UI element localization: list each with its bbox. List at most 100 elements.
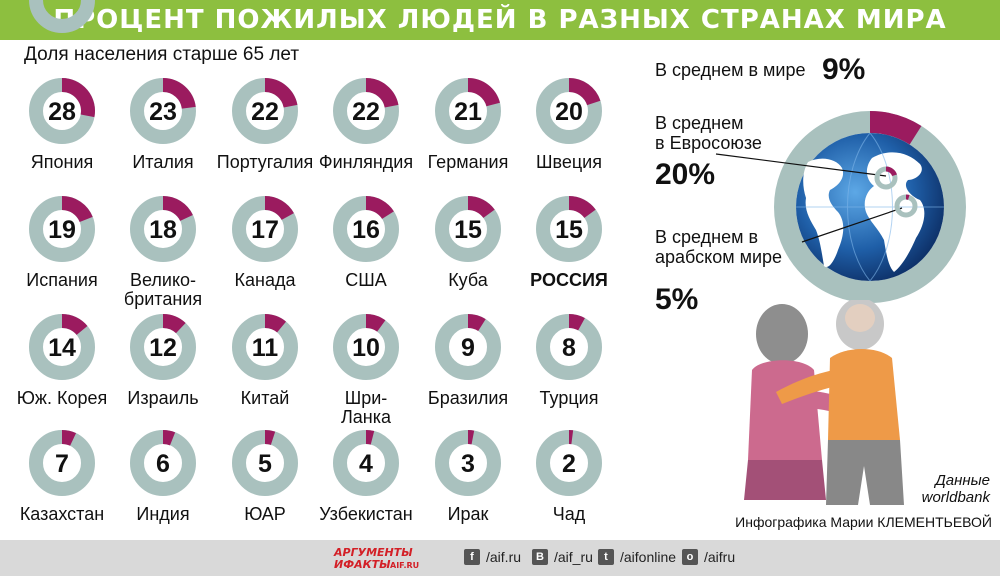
woman-body <box>748 360 822 460</box>
country-donut: 15 Куба <box>435 196 501 290</box>
donut-value-label: 19 <box>48 216 76 244</box>
donut-ring <box>29 0 95 33</box>
country-name-label: Турция <box>540 388 599 408</box>
country-name-label: РОССИЯ <box>530 270 608 290</box>
country-name-label: Ланка <box>341 407 392 427</box>
country-name-label: Япония <box>31 152 94 172</box>
donut-value-label: 16 <box>352 216 380 244</box>
country-donut: 2 Чад <box>536 430 602 524</box>
donut-value-label: 18 <box>149 216 177 244</box>
eu-pointer-line <box>715 153 887 177</box>
country-donut: 19 Испания <box>26 196 98 290</box>
country-donut: 17 Канада <box>232 196 298 290</box>
donut-value-label: 10 <box>352 334 380 362</box>
country-name-label: Китай <box>241 388 290 408</box>
country-name-label: Италия <box>132 152 193 172</box>
logo-line-1: АРГУМЕНТЫ <box>333 546 413 559</box>
country-name-label: Швеция <box>536 152 602 172</box>
world-average-arc <box>870 110 922 145</box>
country-donut: 1ОАЭ <box>29 0 95 33</box>
man-trousers <box>826 440 904 505</box>
man-body <box>828 349 900 440</box>
donut-value-label: 12 <box>149 334 177 362</box>
social-twitter[interactable]: t /aifonline <box>598 549 676 565</box>
donut-value-arc <box>568 196 596 219</box>
country-name-label: ЮАР <box>244 504 286 524</box>
donut-value-label: 15 <box>555 216 583 244</box>
country-donut: 20 Швеция <box>536 78 602 172</box>
woman-hair <box>756 304 808 364</box>
source-line-1: Данные <box>935 472 990 489</box>
donut-value-label: 1 <box>55 0 69 6</box>
donut-value-label: 4 <box>359 450 373 478</box>
vk-icon: В <box>532 549 548 565</box>
author-credit: Инфографика Марии КЛЕМЕНТЬЕВОЙ <box>735 514 992 530</box>
donut-value-label: 15 <box>454 216 482 244</box>
country-name-label: Канада <box>235 270 297 290</box>
eu-average-value: 20% <box>655 158 716 191</box>
country-donut: 23 Италия <box>130 78 196 172</box>
country-donut: 5 ЮАР <box>232 430 298 524</box>
logo-domain: AIF.RU <box>390 561 419 570</box>
country-donut: 21 Германия <box>428 78 509 172</box>
country-donut: 22 Финляндия <box>319 78 413 172</box>
country-name-label: ОАЭ <box>43 0 81 4</box>
donut-value-arc <box>264 78 298 108</box>
donut-value-arc <box>264 430 276 446</box>
globe-graphic <box>715 110 966 303</box>
donut-value-arc <box>467 78 500 107</box>
donut-value-arc <box>61 314 88 336</box>
donut-value-arc <box>365 78 399 108</box>
country-name-label: Бразилия <box>428 388 508 408</box>
social-odnoklassniki[interactable]: о /aifru <box>682 549 735 565</box>
donut-value-arc <box>365 196 394 220</box>
country-name-label: британия <box>124 289 202 309</box>
elderly-couple-illustration <box>744 300 904 505</box>
country-name-label: Куба <box>448 270 489 290</box>
donut-value-arc <box>61 196 93 223</box>
country-donut-grid: 28Япония23Италия22Португалия22Финляндия2… <box>0 0 608 524</box>
country-donut: 15 РОССИЯ <box>530 196 608 290</box>
donut-value-arc <box>365 314 386 332</box>
donut-value-arc <box>568 314 585 331</box>
donut-value-label: 8 <box>562 334 576 362</box>
donut-value-arc <box>467 196 495 219</box>
country-name-label: Чад <box>553 504 586 524</box>
donut-value-label: 28 <box>48 98 76 126</box>
country-name-label: Индия <box>136 504 189 524</box>
country-name-label: Ирак <box>448 504 489 524</box>
source-line-2: worldbank <box>921 489 990 506</box>
man-bald-spot <box>845 304 875 332</box>
country-donut: 8 Турция <box>536 314 602 408</box>
donut-value-label: 3 <box>461 450 475 478</box>
donut-value-label: 17 <box>251 216 279 244</box>
donut-value-label: 22 <box>352 98 380 126</box>
aif-logo[interactable]: АРГУМЕНТЫ ИФАКТЫ AIF.RU <box>332 545 428 571</box>
donut-value-arc <box>162 314 186 334</box>
donut-value-label: 20 <box>555 98 583 126</box>
donut-value-label: 22 <box>251 98 279 126</box>
donut-value-arc <box>162 78 196 110</box>
donut-value-arc <box>162 430 176 446</box>
social-facebook[interactable]: f /aif.ru <box>464 549 521 565</box>
social-vk[interactable]: В /aif_ru <box>532 549 593 565</box>
donut-value-arc <box>61 78 95 118</box>
arab-average-value: 5% <box>655 283 699 316</box>
country-name-label: Велико- <box>130 270 196 290</box>
man-arm <box>776 370 836 404</box>
country-name-label: Португалия <box>217 152 314 172</box>
donut-value-label: 7 <box>55 450 69 478</box>
arab-average-label: В среднем в арабском мире <box>655 227 783 267</box>
country-name-label: Шри- <box>345 388 388 408</box>
country-name-label: Финляндия <box>319 152 413 172</box>
source-credit: Данные worldbank <box>922 472 990 506</box>
donut-value-label: 9 <box>461 334 475 362</box>
odnoklassniki-icon: о <box>682 549 698 565</box>
country-name-label: Германия <box>428 152 509 172</box>
donut-value-label: 2 <box>562 450 576 478</box>
donut-value-label: 14 <box>48 334 76 362</box>
country-donut: 3 Ирак <box>435 430 501 524</box>
donut-value-arc <box>61 429 77 446</box>
country-donut: 14 Юж. Корея <box>17 314 107 408</box>
footer-bar: АРГУМЕНТЫ ИФАКТЫ AIF.RU f /aif.ru В /aif… <box>0 540 1000 576</box>
